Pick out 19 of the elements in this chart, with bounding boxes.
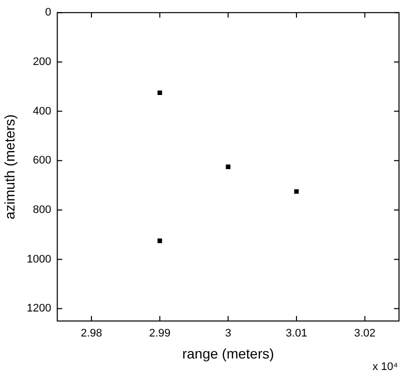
x-tick-label: 3.01 [286,328,308,340]
y-axis-title: azimuth (meters) [1,114,18,220]
y-tick-label: 1000 [26,253,52,266]
point [158,90,162,96]
y-tick-label: 1200 [26,302,52,315]
y-tick-label: 0 [45,6,52,19]
y-tick-label: 200 [32,56,52,68]
y-tick-label: 800 [32,204,52,216]
point [158,238,162,244]
point [294,189,299,194]
x-tick-label: 3 [225,328,232,340]
x-tick-label: 2.98 [80,328,102,340]
y-tick-label: 400 [32,105,52,118]
x-tick-label: 3.02 [354,328,376,340]
point [226,164,230,170]
x-tick-label: 2.99 [149,328,170,340]
x-axis-title: range (meters) [182,345,274,362]
y-tick-label: 600 [32,154,52,167]
text: x 10⁴ [372,361,398,373]
